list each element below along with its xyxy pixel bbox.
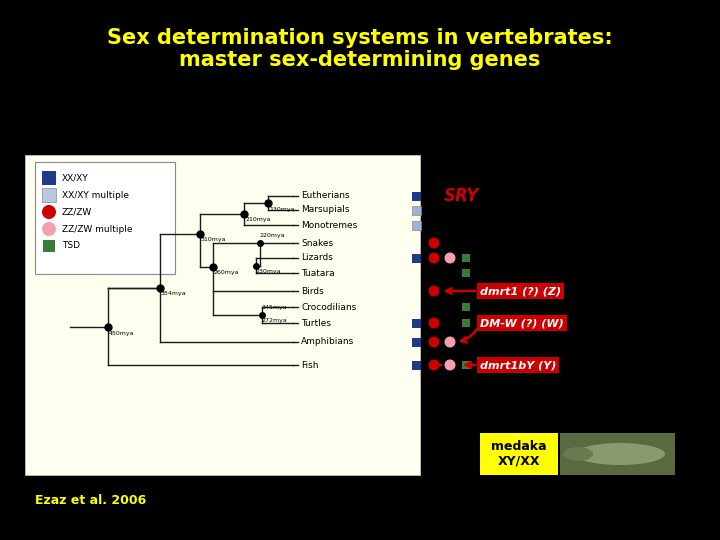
- Ellipse shape: [563, 447, 593, 461]
- Circle shape: [42, 205, 56, 219]
- Text: dmrt1 (?) (Z): dmrt1 (?) (Z): [480, 286, 561, 296]
- Circle shape: [444, 253, 456, 264]
- Text: 220mya: 220mya: [260, 233, 286, 238]
- Bar: [412, 220, 420, 230]
- Circle shape: [42, 222, 56, 236]
- Circle shape: [428, 360, 439, 370]
- Text: 310mya: 310mya: [201, 237, 227, 242]
- Text: 260mya: 260mya: [214, 270, 240, 275]
- Text: Ezaz et al. 2006: Ezaz et al. 2006: [35, 494, 146, 507]
- Text: Snakes: Snakes: [301, 239, 333, 247]
- Text: Tuatara: Tuatara: [301, 268, 335, 278]
- Text: TSD: TSD: [62, 241, 80, 251]
- Bar: [42, 171, 56, 185]
- Bar: [412, 338, 420, 347]
- Text: SRY: SRY: [444, 187, 480, 205]
- Text: Monotremes: Monotremes: [301, 220, 357, 230]
- Text: Eutherians: Eutherians: [301, 192, 350, 200]
- Ellipse shape: [575, 443, 665, 465]
- Bar: [480, 433, 558, 475]
- Text: 272mya: 272mya: [262, 318, 288, 323]
- Bar: [25, 155, 420, 475]
- Text: ZZ/ZW: ZZ/ZW: [62, 207, 92, 217]
- Bar: [560, 433, 675, 475]
- Text: Crocodilians: Crocodilians: [301, 302, 356, 312]
- Text: 130mya: 130mya: [269, 207, 294, 212]
- Bar: [42, 188, 56, 202]
- Text: dmrt1bY (Y): dmrt1bY (Y): [480, 360, 557, 370]
- Text: DM-W (?) (W): DM-W (?) (W): [480, 318, 564, 328]
- Text: Amphibians: Amphibians: [301, 338, 354, 347]
- Text: medaka
XY/XX: medaka XY/XX: [491, 440, 546, 468]
- Text: 210mya: 210mya: [245, 217, 271, 222]
- Bar: [412, 361, 420, 369]
- Text: 345mya: 345mya: [262, 305, 287, 310]
- Text: XX/XY: XX/XY: [62, 173, 89, 183]
- Text: 450mya: 450mya: [109, 330, 135, 335]
- Circle shape: [428, 336, 439, 348]
- Text: 230mya: 230mya: [256, 268, 282, 273]
- Bar: [412, 206, 420, 214]
- Circle shape: [444, 336, 456, 348]
- Circle shape: [428, 318, 439, 328]
- Text: Fish: Fish: [301, 361, 318, 369]
- Text: Sex determination systems in vertebrates:: Sex determination systems in vertebrates…: [107, 28, 613, 48]
- Circle shape: [444, 360, 456, 370]
- Text: master sex-determining genes: master sex-determining genes: [179, 50, 541, 70]
- Circle shape: [428, 238, 439, 248]
- Text: ZZ/ZW multiple: ZZ/ZW multiple: [62, 225, 132, 233]
- Bar: [35, 162, 175, 274]
- Bar: [412, 192, 420, 200]
- Text: Marsupials: Marsupials: [301, 206, 349, 214]
- Bar: [412, 253, 420, 262]
- Circle shape: [428, 253, 439, 264]
- Bar: [412, 319, 420, 327]
- Text: Lizards: Lizards: [301, 253, 333, 262]
- Circle shape: [428, 286, 439, 296]
- Text: 354mya: 354mya: [161, 291, 186, 296]
- Text: Turtles: Turtles: [301, 319, 331, 327]
- Text: Birds: Birds: [301, 287, 324, 295]
- Text: XX/XY multiple: XX/XY multiple: [62, 191, 129, 199]
